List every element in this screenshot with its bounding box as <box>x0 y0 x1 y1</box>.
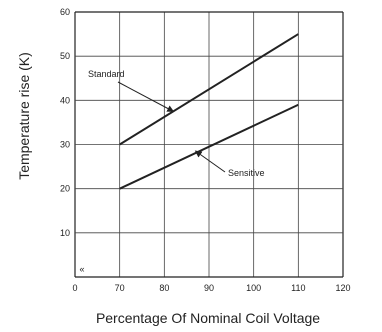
x-tick-label: 110 <box>291 283 305 293</box>
y-tick-label: 50 <box>60 51 70 61</box>
axis-break-symbol: « <box>79 264 84 274</box>
y-axis-ticks: 10 20 30 40 50 60 <box>60 7 70 238</box>
grid-lines <box>74 11 344 278</box>
x-tick-label: 90 <box>204 283 214 293</box>
series-line-sensitive <box>119 103 299 190</box>
y-tick-label: 60 <box>60 7 70 17</box>
x-tick-label: 70 <box>115 283 125 293</box>
series-line-standard <box>119 33 299 146</box>
x-axis-title: Percentage Of Nominal Coil Voltage <box>96 310 320 326</box>
annotation-arrow-standard <box>117 81 175 112</box>
x-tick-label: 80 <box>159 283 169 293</box>
y-tick-label: 10 <box>60 228 70 238</box>
y-tick-label: 30 <box>60 140 70 150</box>
x-tick-label: 120 <box>335 283 350 293</box>
series-annotations: Standard Sensitive <box>88 69 265 178</box>
y-tick-label: 40 <box>60 95 70 105</box>
annotation-arrow-sensitive <box>194 150 226 173</box>
x-tick-label: 100 <box>246 283 261 293</box>
x-tick-label: 0 <box>72 283 77 293</box>
annotation-label-standard: Standard <box>88 69 125 79</box>
y-tick-label: 20 <box>60 184 70 194</box>
data-series <box>119 33 299 190</box>
y-axis-title: Temperature rise (K) <box>16 52 32 180</box>
x-axis-ticks: 0 70 80 90 100 110 120 <box>72 283 350 293</box>
annotation-label-sensitive: Sensitive <box>228 168 265 178</box>
